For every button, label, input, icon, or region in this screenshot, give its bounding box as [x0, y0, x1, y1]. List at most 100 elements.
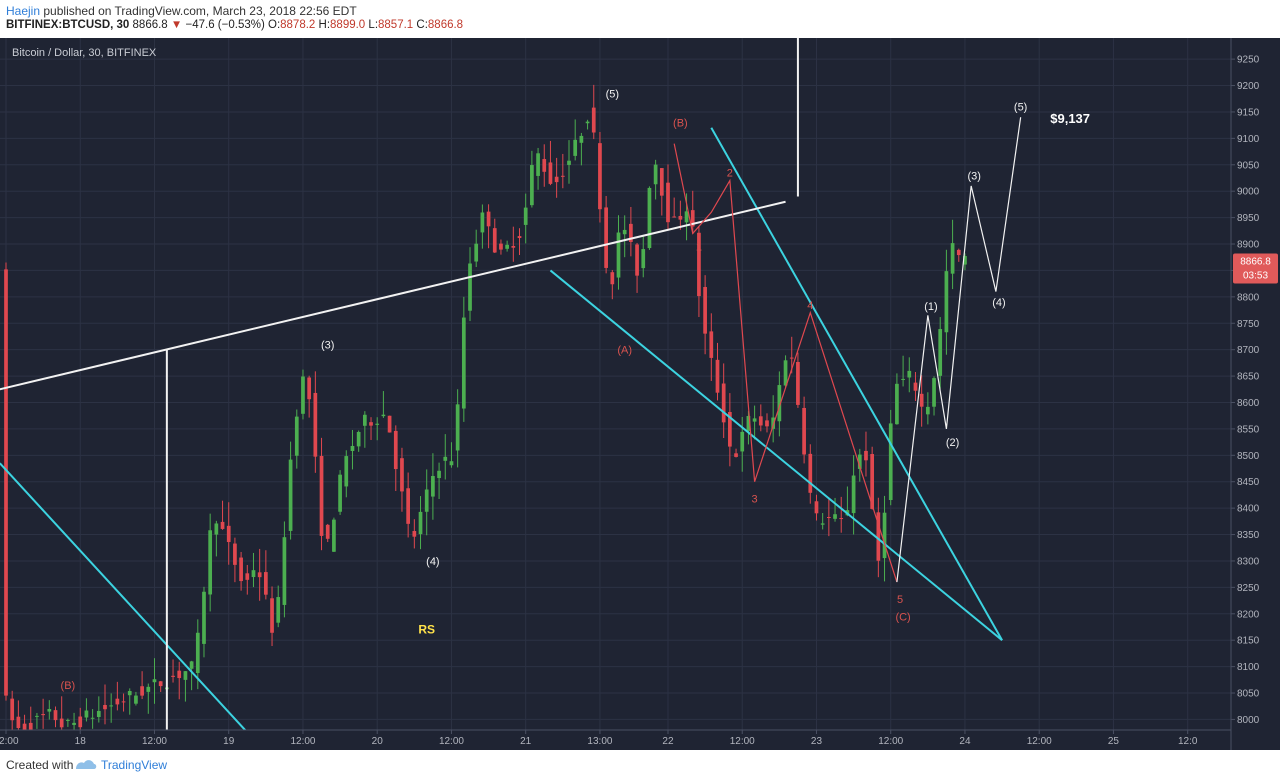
candle-body	[381, 414, 386, 417]
candle-body	[424, 489, 429, 512]
candles	[4, 84, 967, 747]
time-axis-bg	[0, 730, 1231, 750]
price-tick-label: 8350	[1237, 530, 1260, 541]
time-tick-label: 19	[223, 736, 235, 747]
author-link[interactable]: Haejin	[6, 4, 41, 18]
symbol-label: BITFINEX:BTCUSD, 30	[6, 19, 130, 31]
candle-body	[4, 269, 8, 696]
candle-body	[895, 383, 899, 425]
candle-body	[746, 416, 751, 432]
candle-body	[202, 591, 206, 644]
candle-body	[598, 143, 602, 210]
candle-body	[777, 385, 782, 422]
candle-body	[548, 162, 553, 184]
price-tick-label: 8500	[1237, 451, 1260, 462]
candle-body	[10, 698, 15, 721]
candle-body	[325, 524, 330, 539]
candle-body	[826, 516, 831, 518]
price-tick-label: 9100	[1237, 134, 1260, 145]
candle-body	[270, 598, 274, 633]
wave-paths	[673, 117, 1022, 583]
candle-body	[703, 287, 707, 334]
time-tick-label: 12:00	[0, 736, 19, 747]
cyan-trendline	[710, 127, 1003, 641]
candle-body	[765, 420, 769, 427]
candle-body	[195, 632, 200, 673]
candle-body	[480, 212, 485, 233]
candle-body	[721, 383, 726, 423]
candle-body	[96, 710, 101, 717]
price-tick-label: 8700	[1237, 345, 1260, 356]
wave-label: 1	[696, 242, 702, 254]
price-tick-label: 8000	[1237, 715, 1260, 726]
candle-body	[90, 717, 95, 719]
last-price: 8866.8	[132, 19, 168, 31]
open-label: O:	[268, 19, 281, 31]
candle-body	[517, 236, 522, 239]
candle-body	[115, 698, 120, 705]
cyan-trendline	[549, 269, 1003, 641]
candle-body	[103, 705, 107, 710]
candle-body	[412, 531, 417, 537]
wave-label: $9,137	[1050, 111, 1090, 126]
candle-body	[604, 207, 608, 268]
candle-body	[758, 416, 763, 426]
candle-body	[251, 570, 256, 578]
candle-body	[567, 160, 571, 165]
candle-body	[641, 249, 646, 269]
candle-body	[294, 416, 299, 456]
open-value: 8878.2	[280, 19, 316, 31]
price-axis[interactable]: 8000 8050 8100 8150 8200 8250 8300 8350 8400 8450…	[1231, 55, 1260, 726]
price-tick-label: 8550	[1237, 424, 1260, 435]
chart-area[interactable]: (B) (3) (4) RS (5) (A) (B) 1 2 3 4 5 (C) (1) (2) (3) (4)…	[0, 38, 1280, 750]
candle-body	[449, 461, 454, 466]
candlestick-chart[interactable]: (B)(3)(4)RS(5)(A)(B)12345(C)(1)(2)(3)(4)…	[0, 38, 1280, 750]
candle-body	[288, 459, 293, 531]
candle-body	[505, 244, 509, 249]
candle-body	[796, 361, 800, 405]
price-tick-label: 8200	[1237, 609, 1260, 620]
candle-body	[140, 686, 144, 696]
high-value: 8899.0	[330, 19, 366, 31]
candle-body	[616, 232, 621, 278]
candle-body	[22, 723, 27, 731]
candle-body	[208, 530, 213, 595]
time-tick-label: 12:00	[730, 736, 755, 747]
candle-body	[35, 715, 39, 717]
price-tick-label: 8800	[1237, 292, 1260, 303]
candle-body	[338, 474, 342, 512]
candle-body	[233, 543, 237, 565]
price-tick-label: 8600	[1237, 398, 1260, 409]
time-tick-label: 12:00	[290, 736, 315, 747]
candle-body	[870, 454, 875, 509]
candle-body	[171, 675, 175, 677]
candle-body	[158, 681, 163, 687]
candle-body	[189, 661, 194, 669]
candle-body	[839, 518, 844, 520]
candle-body	[443, 456, 448, 461]
candle-body	[635, 244, 639, 276]
price-axis-bg	[1231, 38, 1280, 750]
candle-body	[938, 329, 943, 376]
time-axis[interactable]: 12:00 18 12:00 19 12:00 20 12:00 21 13:00 22 12:00…	[0, 730, 1198, 747]
candle-body	[820, 523, 825, 525]
candle-body	[610, 272, 615, 285]
wave-label: 3	[752, 494, 758, 506]
time-tick-label: 21	[520, 736, 532, 747]
price-tag-box	[1233, 253, 1278, 284]
candle-body	[245, 573, 250, 580]
last-price-tag: 8866.8 03:53	[1233, 253, 1278, 284]
close-value: 8866.8	[427, 19, 464, 31]
candle-body	[375, 423, 380, 425]
publish-header: Haejin published on TradingView.com, Mar…	[0, 0, 1280, 36]
candle-body	[530, 165, 534, 206]
candle-body	[257, 572, 262, 578]
candle-body	[84, 710, 89, 718]
wave-label: (5)	[606, 88, 619, 100]
candle-body	[127, 691, 132, 696]
candle-body	[220, 521, 225, 529]
quote-line: BITFINEX:BTCUSD, 30 8866.8 ▼ −47.6 (−0.5…	[6, 19, 463, 31]
tradingview-brand[interactable]: TradingView	[101, 758, 168, 772]
candle-body	[728, 412, 732, 447]
candle-body	[59, 718, 64, 728]
